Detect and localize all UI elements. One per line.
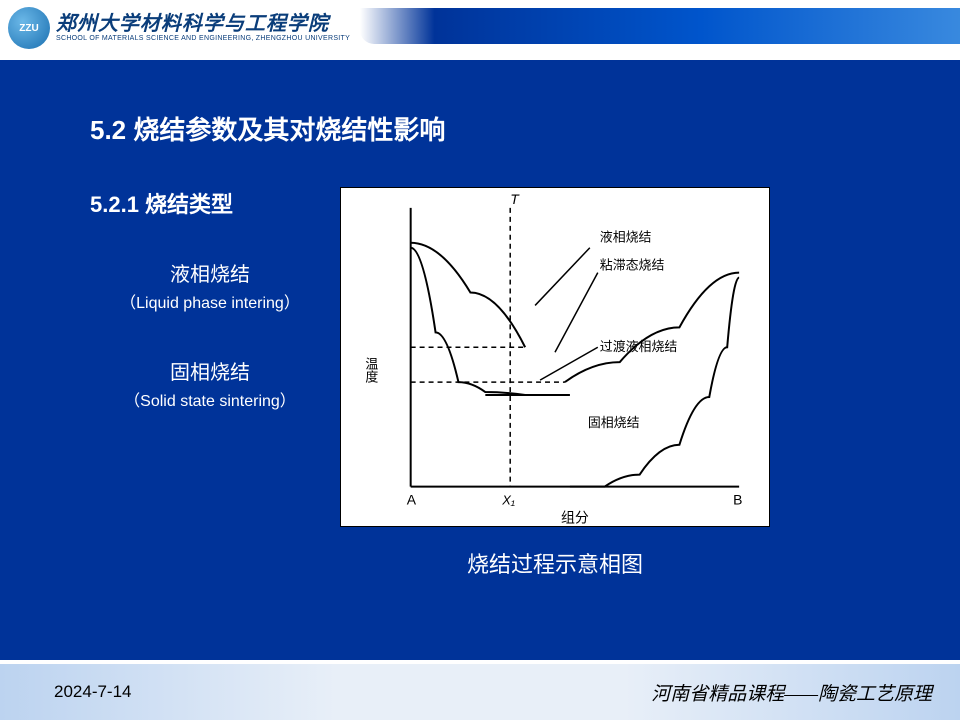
svg-text:过渡液相烧结: 过渡液相烧结	[600, 339, 678, 354]
term2-en: （Solid state sintering）	[90, 389, 330, 415]
university-logo-icon: ZZU	[8, 7, 50, 49]
svg-text:A: A	[407, 492, 417, 508]
section-title: 5.2 烧结参数及其对烧结性影响	[90, 110, 890, 147]
school-name: 郑州大学材料科学与工程学院 SCHOOL OF MATERIALS SCIENC…	[56, 13, 350, 43]
header-stripe	[360, 8, 960, 44]
term2-cn: 固相烧结	[90, 357, 330, 389]
header: ZZU 郑州大学材料科学与工程学院 SCHOOL OF MATERIALS SC…	[0, 0, 960, 56]
footer: 2024-7-14 河南省精品课程——陶瓷工艺原理	[0, 660, 960, 720]
term-solid-state: 固相烧结 （Solid state sintering）	[90, 357, 330, 415]
phase-diagram: T 温度 A X₁ B 组分 液相烧结粘滞态烧结过渡液相烧结固相烧结	[340, 187, 770, 527]
diagram-column: T 温度 A X₁ B 组分 液相烧结粘滞态烧结过渡液相烧结固相烧结 烧结过程示意相图	[340, 187, 770, 579]
svg-text:组分: 组分	[561, 509, 589, 525]
school-logo-block: ZZU 郑州大学材料科学与工程学院 SCHOOL OF MATERIALS SC…	[8, 7, 350, 49]
diagram-caption: 烧结过程示意相图	[340, 547, 770, 579]
subsection-title: 5.2.1 烧结类型	[90, 187, 330, 219]
term-liquid-phase: 液相烧结 （Liquid phase intering）	[90, 259, 330, 317]
footer-course: 河南省精品课程——陶瓷工艺原理	[651, 679, 932, 706]
svg-text:液相烧结: 液相烧结	[600, 230, 652, 245]
svg-text:温度: 温度	[363, 357, 378, 383]
phase-diagram-svg: T 温度 A X₁ B 组分 液相烧结粘滞态烧结过渡液相烧结固相烧结	[341, 188, 769, 526]
term1-en: （Liquid phase intering）	[90, 291, 330, 317]
svg-text:T: T	[510, 191, 520, 207]
school-name-en: SCHOOL OF MATERIALS SCIENCE AND ENGINEER…	[56, 35, 350, 43]
school-name-cn: 郑州大学材料科学与工程学院	[56, 13, 350, 35]
svg-text:B: B	[733, 492, 742, 508]
svg-text:粘滞态烧结: 粘滞态烧结	[600, 258, 665, 273]
slide-content: 5.2 烧结参数及其对烧结性影响 5.2.1 烧结类型 液相烧结 （Liquid…	[0, 60, 960, 579]
svg-text:固相烧结: 固相烧结	[588, 415, 640, 430]
footer-date: 2024-7-14	[54, 682, 132, 702]
term1-cn: 液相烧结	[90, 259, 330, 291]
svg-text:X₁: X₁	[501, 493, 515, 508]
left-column: 5.2.1 烧结类型 液相烧结 （Liquid phase intering） …	[90, 187, 330, 579]
